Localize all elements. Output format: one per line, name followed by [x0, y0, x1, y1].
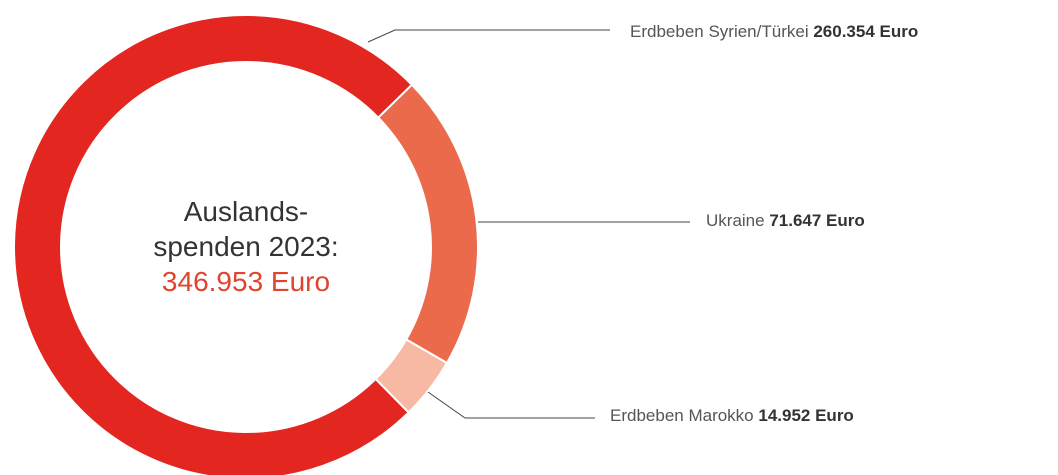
leader-line	[367, 29, 610, 43]
slice-label: Ukraine 71.647 Euro	[706, 211, 865, 230]
leader-line	[427, 391, 595, 419]
slice-name: Ukraine	[706, 211, 765, 230]
center-text: Auslands-	[184, 196, 309, 227]
slice-name: Erdbeben Marokko	[610, 406, 754, 425]
slice-value: 14.952 Euro	[758, 406, 853, 425]
slice-label: Erdbeben Syrien/Türkei 260.354 Euro	[630, 22, 918, 41]
slice-name: Erdbeben Syrien/Türkei	[630, 22, 809, 41]
donut-segment	[374, 338, 449, 414]
slice-value: 260.354 Euro	[813, 22, 918, 41]
donut-segment	[13, 14, 414, 475]
slice-value: 71.647 Euro	[769, 211, 864, 230]
slice-label: Erdbeben Marokko 14.952 Euro	[610, 406, 854, 425]
center-text: spenden 2023:	[153, 231, 338, 262]
donut-segment	[376, 83, 479, 365]
center-total: 346.953 Euro	[162, 266, 330, 297]
